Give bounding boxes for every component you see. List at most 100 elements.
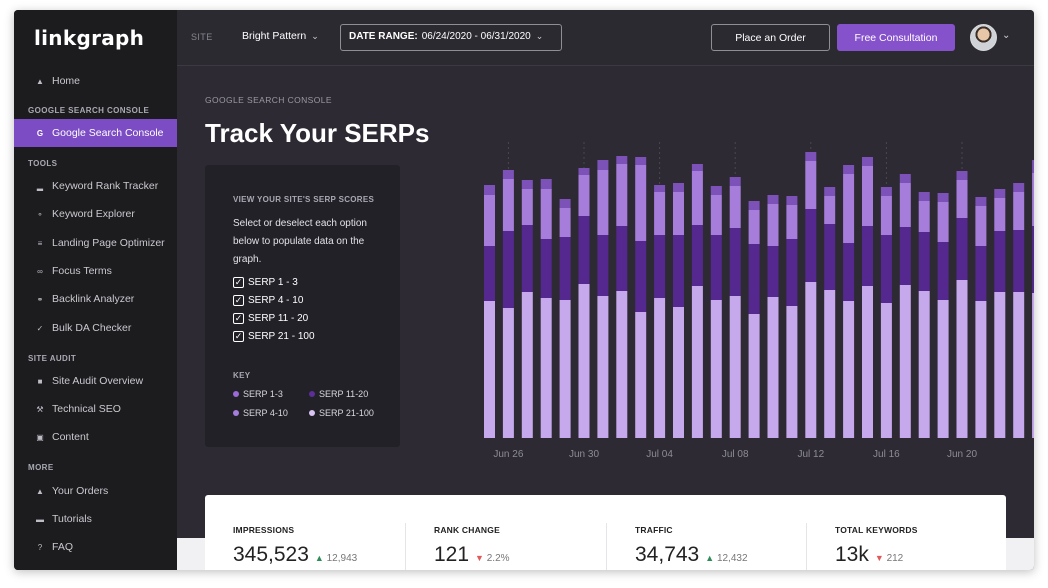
sidebar-item-technical-seo[interactable]: ⚒ Technical SEO	[14, 395, 177, 423]
bar-segment-serp-1-3-24[interactable]	[937, 193, 949, 202]
bar-segment-serp-1-3-12[interactable]	[710, 186, 722, 195]
sidebar-item-backlink-analyzer[interactable]: ⚭ Backlink Analyzer	[14, 285, 177, 313]
bar-segment-serp-4-10-0[interactable]	[484, 195, 495, 246]
bar-segment-serp-11-20-14[interactable]	[748, 244, 760, 314]
bar-segment-serp-4-10-19[interactable]	[843, 174, 855, 243]
bar-segment-serp-11-20-10[interactable]	[673, 235, 684, 307]
avatar[interactable]	[970, 24, 997, 51]
bar-segment-serp-11-20-22[interactable]	[899, 227, 911, 285]
bar-segment-serp-4-10-1[interactable]	[502, 179, 514, 231]
bar-segment-serp-4-10-9[interactable]	[654, 192, 666, 235]
bar-segment-serp-1-3-9[interactable]	[654, 185, 666, 192]
bar-segment-serp-21-100-26[interactable]	[975, 301, 987, 438]
bar-segment-serp-21-100-18[interactable]	[824, 290, 836, 438]
bar-segment-serp-1-3-10[interactable]	[673, 183, 684, 192]
checkbox-serp-4-10[interactable]: ✓ SERP 4 - 10	[233, 293, 303, 307]
bar-segment-serp-11-20-4[interactable]	[559, 237, 571, 300]
place-order-button[interactable]: Place an Order	[711, 24, 830, 51]
bar-segment-serp-21-100-0[interactable]	[484, 301, 495, 438]
bar-segment-serp-21-100-19[interactable]	[843, 301, 855, 438]
bar-segment-serp-1-3-16[interactable]	[786, 196, 798, 205]
bar-segment-serp-11-20-20[interactable]	[862, 226, 873, 286]
bar-segment-serp-1-3-5[interactable]	[578, 168, 590, 175]
bar-segment-serp-1-3-18[interactable]	[824, 187, 836, 196]
bar-segment-serp-11-20-6[interactable]	[597, 235, 609, 296]
sidebar-item-site-audit-overview[interactable]: ■ Site Audit Overview	[14, 367, 177, 395]
bar-segment-serp-11-20-26[interactable]	[975, 246, 987, 301]
sidebar-item-keyword-explorer[interactable]: ⚬ Keyword Explorer	[14, 200, 177, 228]
sidebar-item-tutorials[interactable]: ▬ Tutorials	[14, 505, 177, 533]
bar-segment-serp-11-20-9[interactable]	[654, 235, 666, 298]
bar-segment-serp-1-3-28[interactable]	[1013, 183, 1025, 192]
sidebar-item-focus-terms[interactable]: ∞ Focus Terms	[14, 257, 177, 285]
bar-segment-serp-4-10-13[interactable]	[729, 186, 741, 228]
bar-segment-serp-4-10-23[interactable]	[918, 201, 930, 232]
bar-segment-serp-11-20-7[interactable]	[616, 226, 628, 291]
bar-segment-serp-1-3-8[interactable]	[635, 157, 647, 165]
bar-segment-serp-11-20-13[interactable]	[729, 228, 741, 296]
bar-segment-serp-1-3-17[interactable]	[805, 152, 817, 161]
bar-segment-serp-4-10-26[interactable]	[975, 206, 987, 246]
bar-segment-serp-4-10-28[interactable]	[1013, 192, 1025, 230]
bar-segment-serp-21-100-3[interactable]	[540, 298, 552, 438]
bar-segment-serp-4-10-25[interactable]	[956, 180, 968, 218]
bar-segment-serp-11-20-5[interactable]	[578, 216, 590, 284]
bar-segment-serp-21-100-27[interactable]	[994, 292, 1006, 438]
bar-segment-serp-4-10-15[interactable]	[767, 204, 779, 246]
bar-segment-serp-1-3-25[interactable]	[956, 171, 968, 180]
bar-segment-serp-11-20-3[interactable]	[540, 239, 552, 298]
bar-segment-serp-21-100-14[interactable]	[748, 314, 760, 438]
bar-segment-serp-1-3-19[interactable]	[843, 165, 855, 174]
bar-segment-serp-11-20-27[interactable]	[994, 231, 1006, 292]
bar-segment-serp-1-3-20[interactable]	[862, 157, 873, 166]
bar-segment-serp-11-20-18[interactable]	[824, 224, 836, 290]
bar-segment-serp-1-3-4[interactable]	[559, 199, 571, 208]
bar-segment-serp-11-20-1[interactable]	[502, 231, 514, 308]
sidebar-item-home[interactable]: ▲ Home	[14, 67, 177, 95]
bar-segment-serp-1-3-0[interactable]	[484, 185, 495, 195]
bar-segment-serp-4-10-8[interactable]	[635, 165, 647, 241]
bar-segment-serp-21-100-20[interactable]	[862, 286, 873, 438]
bar-segment-serp-21-100-24[interactable]	[937, 300, 949, 438]
bar-segment-serp-11-20-8[interactable]	[635, 241, 647, 312]
bar-segment-serp-4-10-16[interactable]	[786, 205, 798, 239]
bar-segment-serp-1-3-6[interactable]	[597, 160, 609, 170]
bar-segment-serp-4-10-14[interactable]	[748, 210, 760, 244]
bar-segment-serp-4-10-2[interactable]	[521, 189, 533, 225]
bar-segment-serp-11-20-12[interactable]	[710, 235, 722, 300]
bar-segment-serp-21-100-9[interactable]	[654, 298, 666, 438]
bar-segment-serp-11-20-24[interactable]	[937, 242, 949, 300]
bar-segment-serp-1-3-3[interactable]	[540, 179, 552, 189]
bar-segment-serp-11-20-28[interactable]	[1013, 230, 1025, 292]
date-range-selector[interactable]: DATE RANGE: 06/24/2020 - 06/31/2020 ⌄	[340, 24, 562, 51]
bar-segment-serp-21-100-23[interactable]	[918, 291, 930, 438]
bar-segment-serp-11-20-17[interactable]	[805, 209, 817, 282]
bar-segment-serp-21-100-1[interactable]	[502, 308, 514, 438]
bar-segment-serp-1-3-29[interactable]	[1032, 160, 1034, 173]
bar-segment-serp-11-20-23[interactable]	[918, 232, 930, 291]
bar-segment-serp-4-10-3[interactable]	[540, 189, 552, 239]
bar-segment-serp-4-10-22[interactable]	[899, 183, 911, 227]
bar-segment-serp-21-100-21[interactable]	[880, 303, 892, 438]
bar-segment-serp-4-10-21[interactable]	[880, 196, 892, 235]
bar-segment-serp-4-10-27[interactable]	[994, 198, 1006, 231]
bar-segment-serp-4-10-5[interactable]	[578, 175, 590, 216]
bar-segment-serp-11-20-25[interactable]	[956, 218, 968, 280]
bar-segment-serp-11-20-0[interactable]	[484, 246, 495, 301]
bar-segment-serp-4-10-17[interactable]	[805, 161, 817, 209]
bar-segment-serp-21-100-5[interactable]	[578, 284, 590, 438]
checkbox-serp-1-3[interactable]: ✓ SERP 1 - 3	[233, 275, 298, 289]
sidebar-item-keyword-rank-tracker[interactable]: ▂ Keyword Rank Tracker	[14, 172, 177, 200]
checkbox-serp-21-100[interactable]: ✓ SERP 21 - 100	[233, 329, 315, 343]
bar-segment-serp-1-3-21[interactable]	[880, 187, 892, 196]
sidebar-item-content[interactable]: ▣ Content	[14, 423, 177, 451]
bar-segment-serp-1-3-26[interactable]	[975, 197, 987, 206]
sidebar-item-your-orders[interactable]: ▲ Your Orders	[14, 477, 177, 505]
bar-segment-serp-4-10-10[interactable]	[673, 192, 684, 235]
bar-segment-serp-21-100-7[interactable]	[616, 291, 628, 438]
sidebar-item-landing-page-optimizer[interactable]: ≡ Landing Page Optimizer	[14, 229, 177, 257]
bar-segment-serp-21-100-6[interactable]	[597, 296, 609, 438]
bar-segment-serp-4-10-7[interactable]	[616, 164, 628, 226]
sidebar-item-google-search-console[interactable]: G Google Search Console	[14, 119, 177, 147]
bar-segment-serp-21-100-17[interactable]	[805, 282, 817, 438]
